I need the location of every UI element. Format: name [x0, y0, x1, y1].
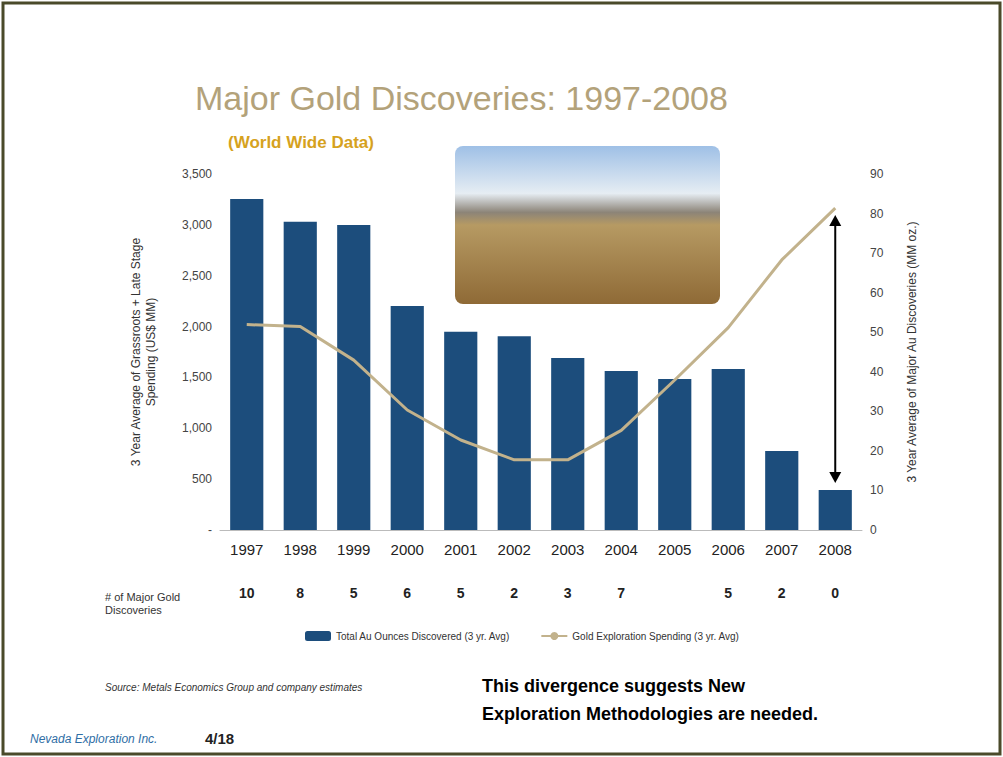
svg-text:10: 10: [870, 483, 884, 497]
svg-text:2,000: 2,000: [182, 320, 212, 334]
svg-text:5: 5: [457, 585, 465, 601]
svg-text:2002: 2002: [498, 541, 531, 558]
svg-text:2003: 2003: [551, 541, 584, 558]
svg-text:5: 5: [724, 585, 732, 601]
svg-text:2001: 2001: [444, 541, 477, 558]
svg-text:2004: 2004: [605, 541, 638, 558]
svg-text:2,500: 2,500: [182, 269, 212, 283]
svg-text:2008: 2008: [819, 541, 852, 558]
svg-text:5: 5: [350, 585, 358, 601]
svg-text:0: 0: [870, 523, 877, 537]
svg-text:3 Year Average of Major Au Dis: 3 Year Average of Major Au Discoveries (…: [905, 221, 919, 482]
svg-text:(World Wide Data): (World Wide Data): [228, 133, 374, 152]
svg-text:80: 80: [870, 207, 884, 221]
svg-text:4/18: 4/18: [205, 730, 234, 747]
svg-text:7: 7: [617, 585, 625, 601]
svg-text:2007: 2007: [765, 541, 798, 558]
svg-text:-: -: [208, 523, 212, 537]
svg-text:8: 8: [296, 585, 304, 601]
svg-text:Major Gold Discoveries: 1997-2: Major Gold Discoveries: 1997-2008: [195, 79, 728, 117]
svg-text:500: 500: [192, 472, 212, 486]
svg-text:Spending (US$ MM): Spending (US$ MM): [144, 298, 158, 407]
svg-text:Nevada Exploration Inc.: Nevada Exploration Inc.: [30, 732, 157, 746]
svg-text:# of Major Gold: # of Major Gold: [105, 591, 180, 603]
svg-text:1999: 1999: [337, 541, 370, 558]
svg-text:3,500: 3,500: [182, 167, 212, 181]
svg-text:0: 0: [831, 585, 839, 601]
svg-text:70: 70: [870, 246, 884, 260]
svg-text:Gold Exploration Spending (3 y: Gold Exploration Spending (3 yr. Avg): [572, 631, 739, 642]
svg-text:Source: Metals Economics Group: Source: Metals Economics Group and compa…: [105, 682, 362, 693]
svg-text:2006: 2006: [712, 541, 745, 558]
svg-text:90: 90: [870, 167, 884, 181]
svg-text:2000: 2000: [391, 541, 424, 558]
svg-text:3,000: 3,000: [182, 218, 212, 232]
svg-text:1,500: 1,500: [182, 370, 212, 384]
svg-text:2005: 2005: [658, 541, 691, 558]
svg-text:Total Au Ounces Discovered (3: Total Au Ounces Discovered (3 yr. Avg): [336, 631, 509, 642]
svg-text:1998: 1998: [284, 541, 317, 558]
svg-text:Exploration Methodologies are: Exploration Methodologies are needed.: [482, 704, 818, 724]
svg-text:20: 20: [870, 444, 884, 458]
svg-text:40: 40: [870, 365, 884, 379]
svg-text:1997: 1997: [230, 541, 263, 558]
svg-text:2: 2: [778, 585, 786, 601]
svg-text:2: 2: [510, 585, 518, 601]
svg-text:3: 3: [564, 585, 572, 601]
svg-text:50: 50: [870, 325, 884, 339]
svg-text:30: 30: [870, 404, 884, 418]
svg-text:This divergence suggests New: This divergence suggests New: [482, 676, 746, 696]
svg-text:1,000: 1,000: [182, 421, 212, 435]
svg-text:10: 10: [239, 585, 255, 601]
svg-text:60: 60: [870, 286, 884, 300]
svg-text:Discoveries: Discoveries: [105, 604, 162, 616]
svg-text:3 Year Average of Grassroots +: 3 Year Average of Grassroots + Late Stag…: [129, 238, 143, 467]
svg-text:6: 6: [403, 585, 411, 601]
